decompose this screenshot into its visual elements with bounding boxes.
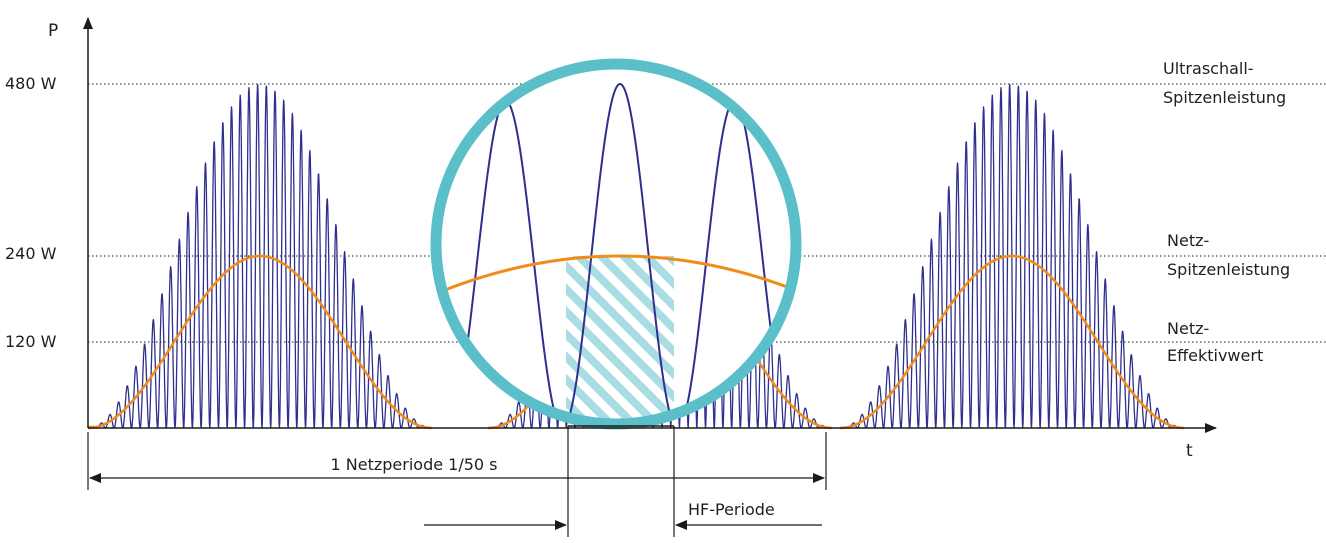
ultrasound-peak-label-line1: Ultraschall- <box>1163 59 1254 78</box>
hf-period-dimension: HF-Periode <box>424 425 822 537</box>
grid-period-label: 1 Netzperiode 1/50 s <box>331 455 498 474</box>
hf-wave-zoomed <box>436 83 796 424</box>
x-axis-label: t <box>1186 441 1193 461</box>
envelope-segment-3 <box>839 254 1185 430</box>
hf-wave-segment-1 <box>87 83 433 429</box>
zoom-background <box>436 64 796 424</box>
hf-wave-segment-3 <box>839 83 1184 429</box>
tick-label-120: 120 W <box>5 332 57 351</box>
hf-period-label: HF-Periode <box>688 500 775 519</box>
tick-label-240: 240 W <box>5 244 57 263</box>
y-axis-label: P <box>48 21 58 41</box>
hf-period-hatch <box>566 256 674 424</box>
grid-peak-label-line1: Netz- <box>1167 231 1209 250</box>
grid-peak-label-line2: Spitzenleistung <box>1167 260 1290 279</box>
tick-label-480: 480 W <box>5 74 57 93</box>
ultrasound-peak-label-line2: Spitzenleistung <box>1163 88 1286 107</box>
zoom-view <box>430 58 802 430</box>
waveform-zoom <box>436 83 796 424</box>
envelope-zoomed <box>443 254 796 297</box>
axes: P t <box>48 17 1217 461</box>
envelope-segment-1 <box>87 254 433 430</box>
right-labels: Ultraschall- Spitzenleistung Netz- Spitz… <box>1163 59 1290 365</box>
zoom-ring <box>430 58 802 430</box>
grid-period-dimension: 1 Netzperiode 1/50 s <box>87 432 827 490</box>
grid-rms-label-line2: Effektivwert <box>1167 346 1263 365</box>
grid-rms-label-line1: Netz- <box>1167 319 1209 338</box>
